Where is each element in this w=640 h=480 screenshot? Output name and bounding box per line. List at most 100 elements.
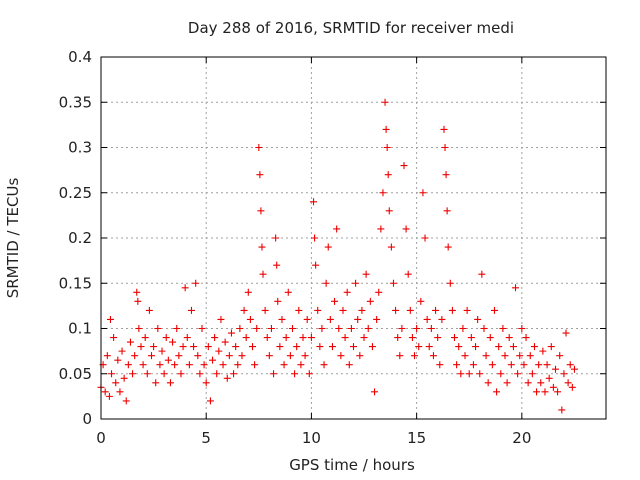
data-point [326, 315, 334, 323]
data-point [566, 361, 574, 369]
data-point [366, 297, 374, 305]
data-point [432, 306, 440, 314]
data-point [270, 370, 278, 378]
data-point [335, 325, 343, 332]
data-point [116, 388, 124, 396]
data-point [383, 144, 391, 151]
data-point [145, 306, 153, 314]
data-point [339, 306, 347, 314]
data-point [177, 370, 185, 378]
data-point [162, 334, 170, 342]
data-point [134, 297, 142, 305]
data-point [549, 383, 557, 391]
data-point [392, 306, 400, 314]
data-point [256, 171, 264, 179]
data-point [543, 361, 551, 369]
data-point [384, 171, 392, 179]
data-point [448, 306, 456, 314]
data-point [328, 343, 336, 351]
data-point [273, 261, 281, 269]
data-point [198, 325, 206, 332]
data-point [307, 334, 315, 342]
data-point [105, 392, 113, 400]
data-point [516, 352, 524, 360]
data-point [274, 297, 282, 305]
data-point [364, 325, 372, 332]
data-point [341, 334, 349, 342]
y-tick-label: 0.2 [68, 229, 92, 247]
data-point [455, 343, 463, 351]
data-point [305, 370, 313, 378]
x-tick-labels: 0 5 10 15 20 [96, 429, 531, 447]
data-point [440, 125, 448, 133]
data-point [535, 361, 543, 369]
data-point [301, 352, 309, 360]
data-point [297, 361, 305, 369]
data-point [512, 284, 520, 292]
y-tick-label: 0.35 [59, 93, 92, 111]
data-point [501, 352, 509, 360]
data-point [518, 325, 526, 332]
data-point [221, 338, 229, 346]
data-point [183, 334, 191, 342]
data-point [457, 370, 465, 378]
data-point [337, 352, 345, 360]
data-point [139, 361, 147, 369]
data-point [185, 361, 193, 369]
data-point [360, 334, 368, 342]
data-point [251, 361, 259, 369]
data-point [133, 288, 141, 296]
data-point [530, 343, 538, 351]
data-point [362, 270, 370, 278]
data-point [156, 361, 164, 369]
data-point [314, 306, 322, 314]
data-point [316, 343, 324, 351]
data-point [438, 315, 446, 323]
data-point [238, 352, 246, 360]
data-point [303, 315, 311, 323]
y-tick-label: 0 [82, 410, 92, 428]
data-point [472, 343, 480, 351]
data-point [442, 171, 450, 179]
data-point [520, 361, 528, 369]
data-point [541, 388, 549, 396]
data-point [343, 288, 351, 296]
x-tick-label: 20 [512, 429, 531, 447]
data-point [558, 406, 566, 414]
data-point [429, 352, 437, 360]
data-point [387, 243, 395, 251]
data-point [467, 334, 475, 342]
data-point [503, 379, 511, 387]
data-point [101, 388, 109, 396]
data-point [396, 352, 404, 360]
data-point [211, 334, 219, 342]
data-point [129, 370, 137, 378]
data-point [135, 325, 143, 332]
data-point [312, 261, 320, 269]
y-tick-label: 0.15 [59, 274, 92, 292]
data-point [562, 329, 570, 337]
data-point [249, 343, 256, 351]
data-point [324, 243, 332, 251]
data-point [381, 98, 389, 106]
x-tick-label: 10 [302, 429, 321, 447]
data-point [209, 356, 217, 364]
data-point [568, 383, 576, 391]
data-point [280, 361, 288, 369]
data-point [200, 361, 208, 369]
data-point [234, 361, 242, 369]
chart-title: Day 288 of 2016, SRMTID for receiver med… [188, 19, 514, 37]
data-point [169, 338, 177, 346]
data-point [554, 388, 562, 396]
data-point [246, 315, 254, 323]
data-point [537, 379, 545, 387]
data-point [223, 374, 231, 382]
y-tick-labels: 0 0.05 0.1 0.15 0.2 0.25 0.3 0.35 0.4 [59, 48, 92, 428]
data-point [187, 306, 195, 314]
data-point [379, 189, 387, 197]
data-point [354, 315, 362, 323]
data-point [528, 370, 536, 378]
data-point [137, 343, 145, 351]
data-point [408, 334, 416, 342]
data-point [288, 325, 296, 332]
